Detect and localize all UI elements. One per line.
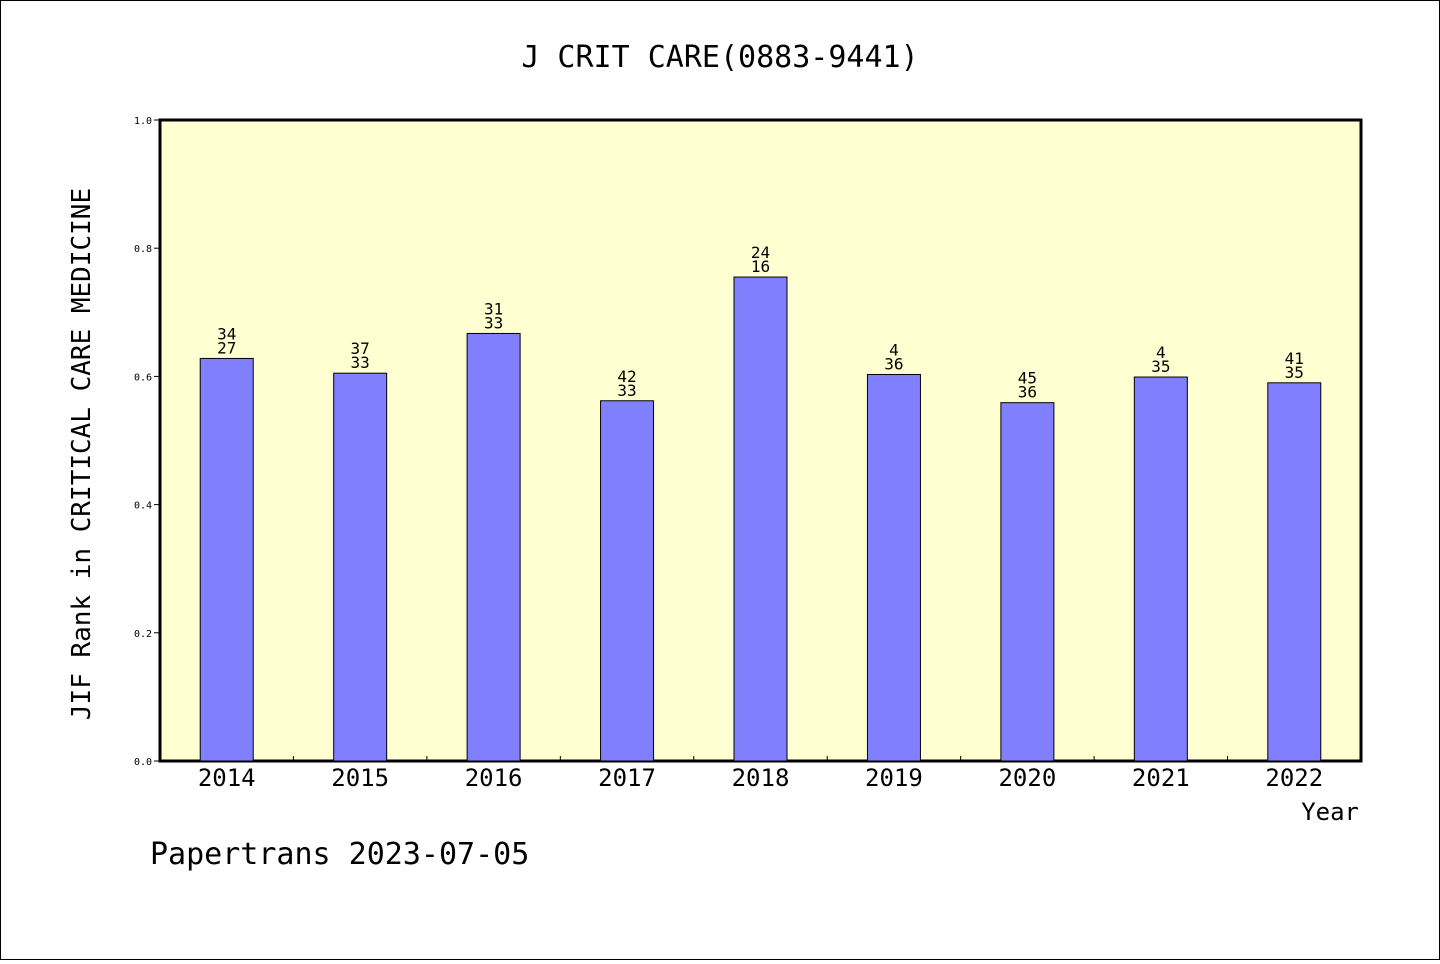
bar-label-bottom: 35 <box>1285 363 1304 382</box>
x-tick-label: 2021 <box>1132 764 1190 792</box>
bar-label-bottom: 33 <box>351 353 370 372</box>
bar-label-bottom: 27 <box>217 338 236 357</box>
bar-label-top: 4 <box>1156 343 1166 362</box>
y-axis-label: JIF Rank in CRITICAL CARE MEDICINE <box>67 188 97 720</box>
bar-2015 <box>333 372 388 762</box>
bar-label-bottom: 16 <box>751 257 770 276</box>
y-tick-label: 0.0 <box>134 757 152 768</box>
bar-label-bottom: 36 <box>1018 383 1037 402</box>
axis-ticks <box>154 119 1229 762</box>
bar-label-top: 45 <box>1018 369 1037 388</box>
y-tick-label: 0.4 <box>134 501 152 512</box>
bar-label-top: 31 <box>484 299 503 318</box>
y-tick-label: 0.6 <box>134 372 152 383</box>
x-tick-label: 2018 <box>732 764 790 792</box>
footer-text: Papertrans 2023-07-05 <box>150 837 529 872</box>
y-tick-label: 0.8 <box>134 244 152 255</box>
bar-label-bottom: 35 <box>1151 357 1170 376</box>
x-tick-label: 2022 <box>1265 764 1323 792</box>
bar-label-top: 41 <box>1285 349 1304 368</box>
bar-label-bottom: 36 <box>884 354 903 373</box>
x-axis-label: Year <box>1301 798 1359 826</box>
x-tick-label: 2014 <box>198 764 256 792</box>
bar-2014 <box>199 357 254 762</box>
bar-2016 <box>466 332 521 762</box>
x-tick-label: 2016 <box>465 764 523 792</box>
x-tick-label: 2020 <box>998 764 1056 792</box>
chart-title: J CRIT CARE(0883-9441) <box>521 40 918 75</box>
bar-2018 <box>733 276 788 762</box>
bar-2020 <box>1000 402 1055 762</box>
x-tick-label: 2017 <box>598 764 656 792</box>
x-tick-label: 2019 <box>865 764 923 792</box>
bar-label-top: 37 <box>351 339 370 358</box>
bar-2022 <box>1267 382 1322 762</box>
x-tick-labels: 2014 2015 2016 2017 2018 2019 2020 2021 2022 <box>198 764 1323 792</box>
bar-2017 <box>600 400 655 762</box>
x-tick-label: 2015 <box>331 764 389 792</box>
bar-2021 <box>1133 376 1188 762</box>
bar-label-top: 42 <box>617 367 636 386</box>
bar-label-bottom: 33 <box>617 381 636 400</box>
bars <box>199 276 1322 762</box>
bar-label-top: 24 <box>751 243 770 262</box>
y-tick-label: 1.0 <box>134 116 152 127</box>
y-tick-labels: 0.0 0.2 0.4 0.6 0.8 1.0 <box>134 116 152 768</box>
bar-label-top: 34 <box>217 324 236 343</box>
bar-label-bottom: 33 <box>484 313 503 332</box>
y-tick-label: 0.2 <box>134 629 152 640</box>
bar-2019 <box>866 373 921 762</box>
bar-label-top: 4 <box>889 340 899 359</box>
